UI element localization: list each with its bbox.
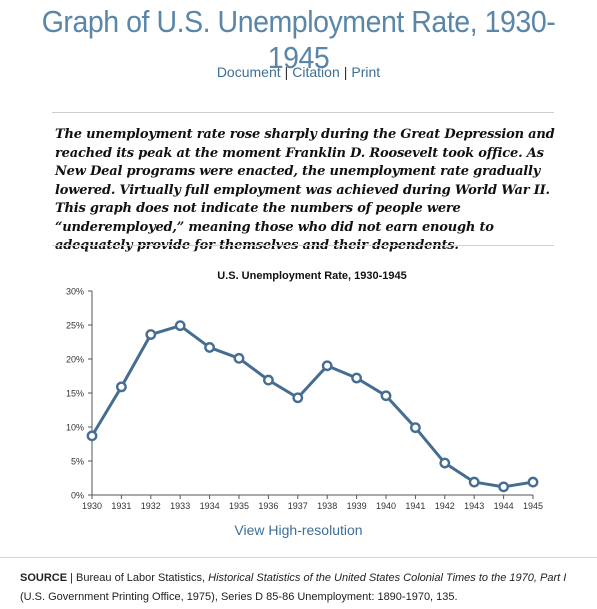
y-tick-label: 25% bbox=[66, 321, 84, 331]
data-point bbox=[409, 422, 421, 434]
citation-link[interactable]: Citation bbox=[292, 64, 340, 80]
link-separator: | bbox=[284, 64, 289, 80]
x-tick-label: 1939 bbox=[347, 501, 367, 511]
x-tick-label: 1943 bbox=[464, 501, 484, 511]
x-tick-label: 1932 bbox=[141, 501, 161, 511]
source-label: SOURCE bbox=[20, 572, 68, 584]
data-point bbox=[262, 374, 274, 386]
chart-title: U.S. Unemployment Rate, 1930-1945 bbox=[217, 270, 407, 282]
top-divider bbox=[52, 112, 554, 113]
data-point bbox=[527, 476, 539, 488]
data-point bbox=[204, 342, 216, 353]
data-point bbox=[380, 390, 392, 402]
x-tick-label: 1945 bbox=[523, 501, 543, 511]
y-tick-label: 10% bbox=[66, 423, 84, 433]
view-high-resolution-link[interactable]: View High-resolution bbox=[234, 522, 363, 538]
x-tick-label: 1936 bbox=[258, 501, 278, 511]
series-line bbox=[90, 324, 534, 489]
unemployment-chart: U.S. Unemployment Rate, 1930-1945 0% 5% 10%… bbox=[66, 270, 543, 511]
x-tick-label: 1941 bbox=[405, 501, 425, 511]
data-point bbox=[439, 457, 451, 469]
data-point bbox=[468, 476, 480, 488]
source-citation: SOURCE | Bureau of Labor Statistics, His… bbox=[20, 569, 590, 607]
data-point bbox=[498, 481, 509, 493]
x-tick-label: 1937 bbox=[288, 501, 308, 511]
data-point bbox=[233, 352, 245, 364]
data-point bbox=[174, 320, 186, 332]
data-point bbox=[351, 372, 362, 384]
y-tick-label: 5% bbox=[71, 457, 84, 467]
x-tick-label: 1942 bbox=[435, 501, 455, 511]
x-tick-label: 1935 bbox=[229, 501, 249, 511]
x-tick-label: 1933 bbox=[170, 501, 190, 511]
description: The unemployment rate rose sharply durin… bbox=[55, 127, 555, 253]
source-text-1: Bureau of Labor Statistics, bbox=[76, 572, 209, 584]
y-tick-label: 30% bbox=[66, 287, 84, 297]
page-title: Graph of U.S. Unemployment Rate, 1930-19… bbox=[41, 4, 556, 75]
x-tick-label: 1931 bbox=[111, 501, 131, 511]
x-tick-label: 1940 bbox=[376, 501, 396, 511]
middle-divider bbox=[52, 245, 554, 246]
source-text-2: (U.S. Government Printing Office, 1975),… bbox=[20, 591, 458, 603]
x-tick-label: 1944 bbox=[494, 501, 514, 511]
document-links: Document | Citation | Print bbox=[0, 64, 597, 80]
x-tick-label: 1938 bbox=[317, 501, 337, 511]
document-link[interactable]: Document bbox=[216, 64, 281, 80]
link-separator: | bbox=[343, 64, 348, 80]
data-point bbox=[292, 392, 304, 404]
y-tick-label: 15% bbox=[66, 389, 84, 399]
y-tick-label: 0% bbox=[71, 491, 84, 501]
data-point bbox=[86, 430, 98, 442]
y-tick-label: 20% bbox=[66, 355, 84, 365]
print-link[interactable]: Print bbox=[351, 64, 381, 80]
source-separator: | bbox=[67, 572, 77, 584]
x-tick-label: 1934 bbox=[200, 501, 220, 511]
data-point bbox=[145, 329, 157, 340]
source-italic-title: Historical Statistics of the United Stat… bbox=[208, 572, 567, 584]
source-divider bbox=[0, 557, 597, 558]
data-point bbox=[116, 381, 127, 393]
x-tick-label: 1930 bbox=[82, 501, 102, 511]
data-point bbox=[321, 360, 333, 372]
